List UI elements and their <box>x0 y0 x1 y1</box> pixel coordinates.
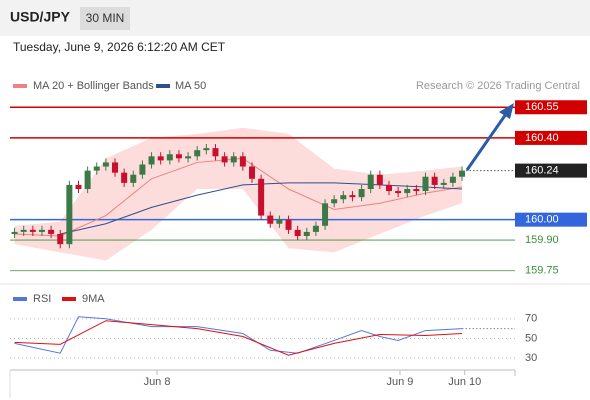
timeframe-box <box>80 7 130 30</box>
level-box <box>515 163 587 178</box>
rsi-tick-label: 70 <box>525 313 537 325</box>
candle-body <box>48 229 55 234</box>
candle-body <box>303 231 310 236</box>
x-tick-label: Jun 9 <box>386 376 413 388</box>
candle-body <box>84 170 91 189</box>
candle-body <box>75 184 82 189</box>
candle-body <box>38 229 45 232</box>
candle-body <box>139 164 146 175</box>
candle-body <box>112 162 119 173</box>
level-label: 160.55 <box>525 101 559 113</box>
candle-body <box>331 199 338 204</box>
candle-body <box>29 229 36 232</box>
candle-body <box>185 156 192 159</box>
candle-body <box>230 156 237 163</box>
candle-body <box>121 172 128 183</box>
candle-body <box>248 166 255 179</box>
rsi-tick-label: 50 <box>525 332 537 344</box>
candle-body <box>385 184 392 192</box>
candle-body <box>440 182 447 185</box>
candle-body <box>157 156 164 161</box>
candle-body <box>312 225 319 232</box>
bollinger-band <box>14 127 463 261</box>
rsi-line <box>14 316 463 354</box>
legend-label: MA 50 <box>175 80 206 92</box>
candle-body <box>376 174 383 185</box>
ma50-line <box>60 182 463 235</box>
x-tick-label: Jun 10 <box>448 376 481 388</box>
candle-body <box>267 215 274 224</box>
level-label: 160.24 <box>525 165 559 177</box>
forecast-arrow <box>465 103 514 171</box>
candle-body <box>285 219 292 230</box>
candle-body <box>221 156 228 163</box>
level-box <box>515 130 587 145</box>
candle-body <box>57 233 64 245</box>
level-label: 160.00 <box>525 214 559 226</box>
x-tick-label: Jun 8 <box>144 376 171 388</box>
level-label: 159.90 <box>525 234 559 246</box>
candle-body <box>194 150 201 157</box>
legend-label: 9MA <box>82 293 105 305</box>
candle-body <box>349 195 356 198</box>
candle-body <box>340 195 347 200</box>
level-label: 159.75 <box>525 265 559 277</box>
level-label: 160.40 <box>525 132 559 144</box>
source: Research © 2026 Trading Central <box>416 80 580 92</box>
candle-body <box>413 189 420 192</box>
candle-body <box>130 174 137 183</box>
candle-body <box>102 162 109 167</box>
candle-body <box>258 178 265 216</box>
rsi-tick-label: 30 <box>525 352 537 364</box>
candle-body <box>175 154 182 159</box>
legend-label: MA 20 + Bollinger Bands <box>33 80 154 92</box>
candle-body <box>395 191 402 194</box>
candle-body <box>203 148 210 151</box>
candle-body <box>66 184 73 245</box>
candle-body <box>459 170 466 177</box>
legend-label: RSI <box>33 293 51 305</box>
candle-body <box>276 219 283 224</box>
candle-body <box>422 176 429 192</box>
candle-body <box>358 189 365 198</box>
candle-body <box>212 148 219 157</box>
candle-body <box>367 174 374 189</box>
candle-body <box>148 156 155 165</box>
candle-body <box>449 176 456 183</box>
candle-body <box>166 154 173 161</box>
symbol: USD/JPY <box>10 9 71 25</box>
subtitle: Tuesday, June 9, 2026 6:12:20 AM CET <box>13 40 226 54</box>
candle-body <box>322 203 329 226</box>
timeframe: 30 MIN <box>86 11 125 25</box>
level-box <box>515 100 587 115</box>
candle-body <box>11 231 18 234</box>
candle-body <box>404 189 411 194</box>
rsi-line <box>14 320 463 356</box>
candle-body <box>294 229 301 236</box>
level-box <box>515 212 587 227</box>
candle-body <box>20 229 27 232</box>
candle-body <box>93 166 100 171</box>
candle-body <box>431 176 438 185</box>
candle-body <box>239 156 246 167</box>
